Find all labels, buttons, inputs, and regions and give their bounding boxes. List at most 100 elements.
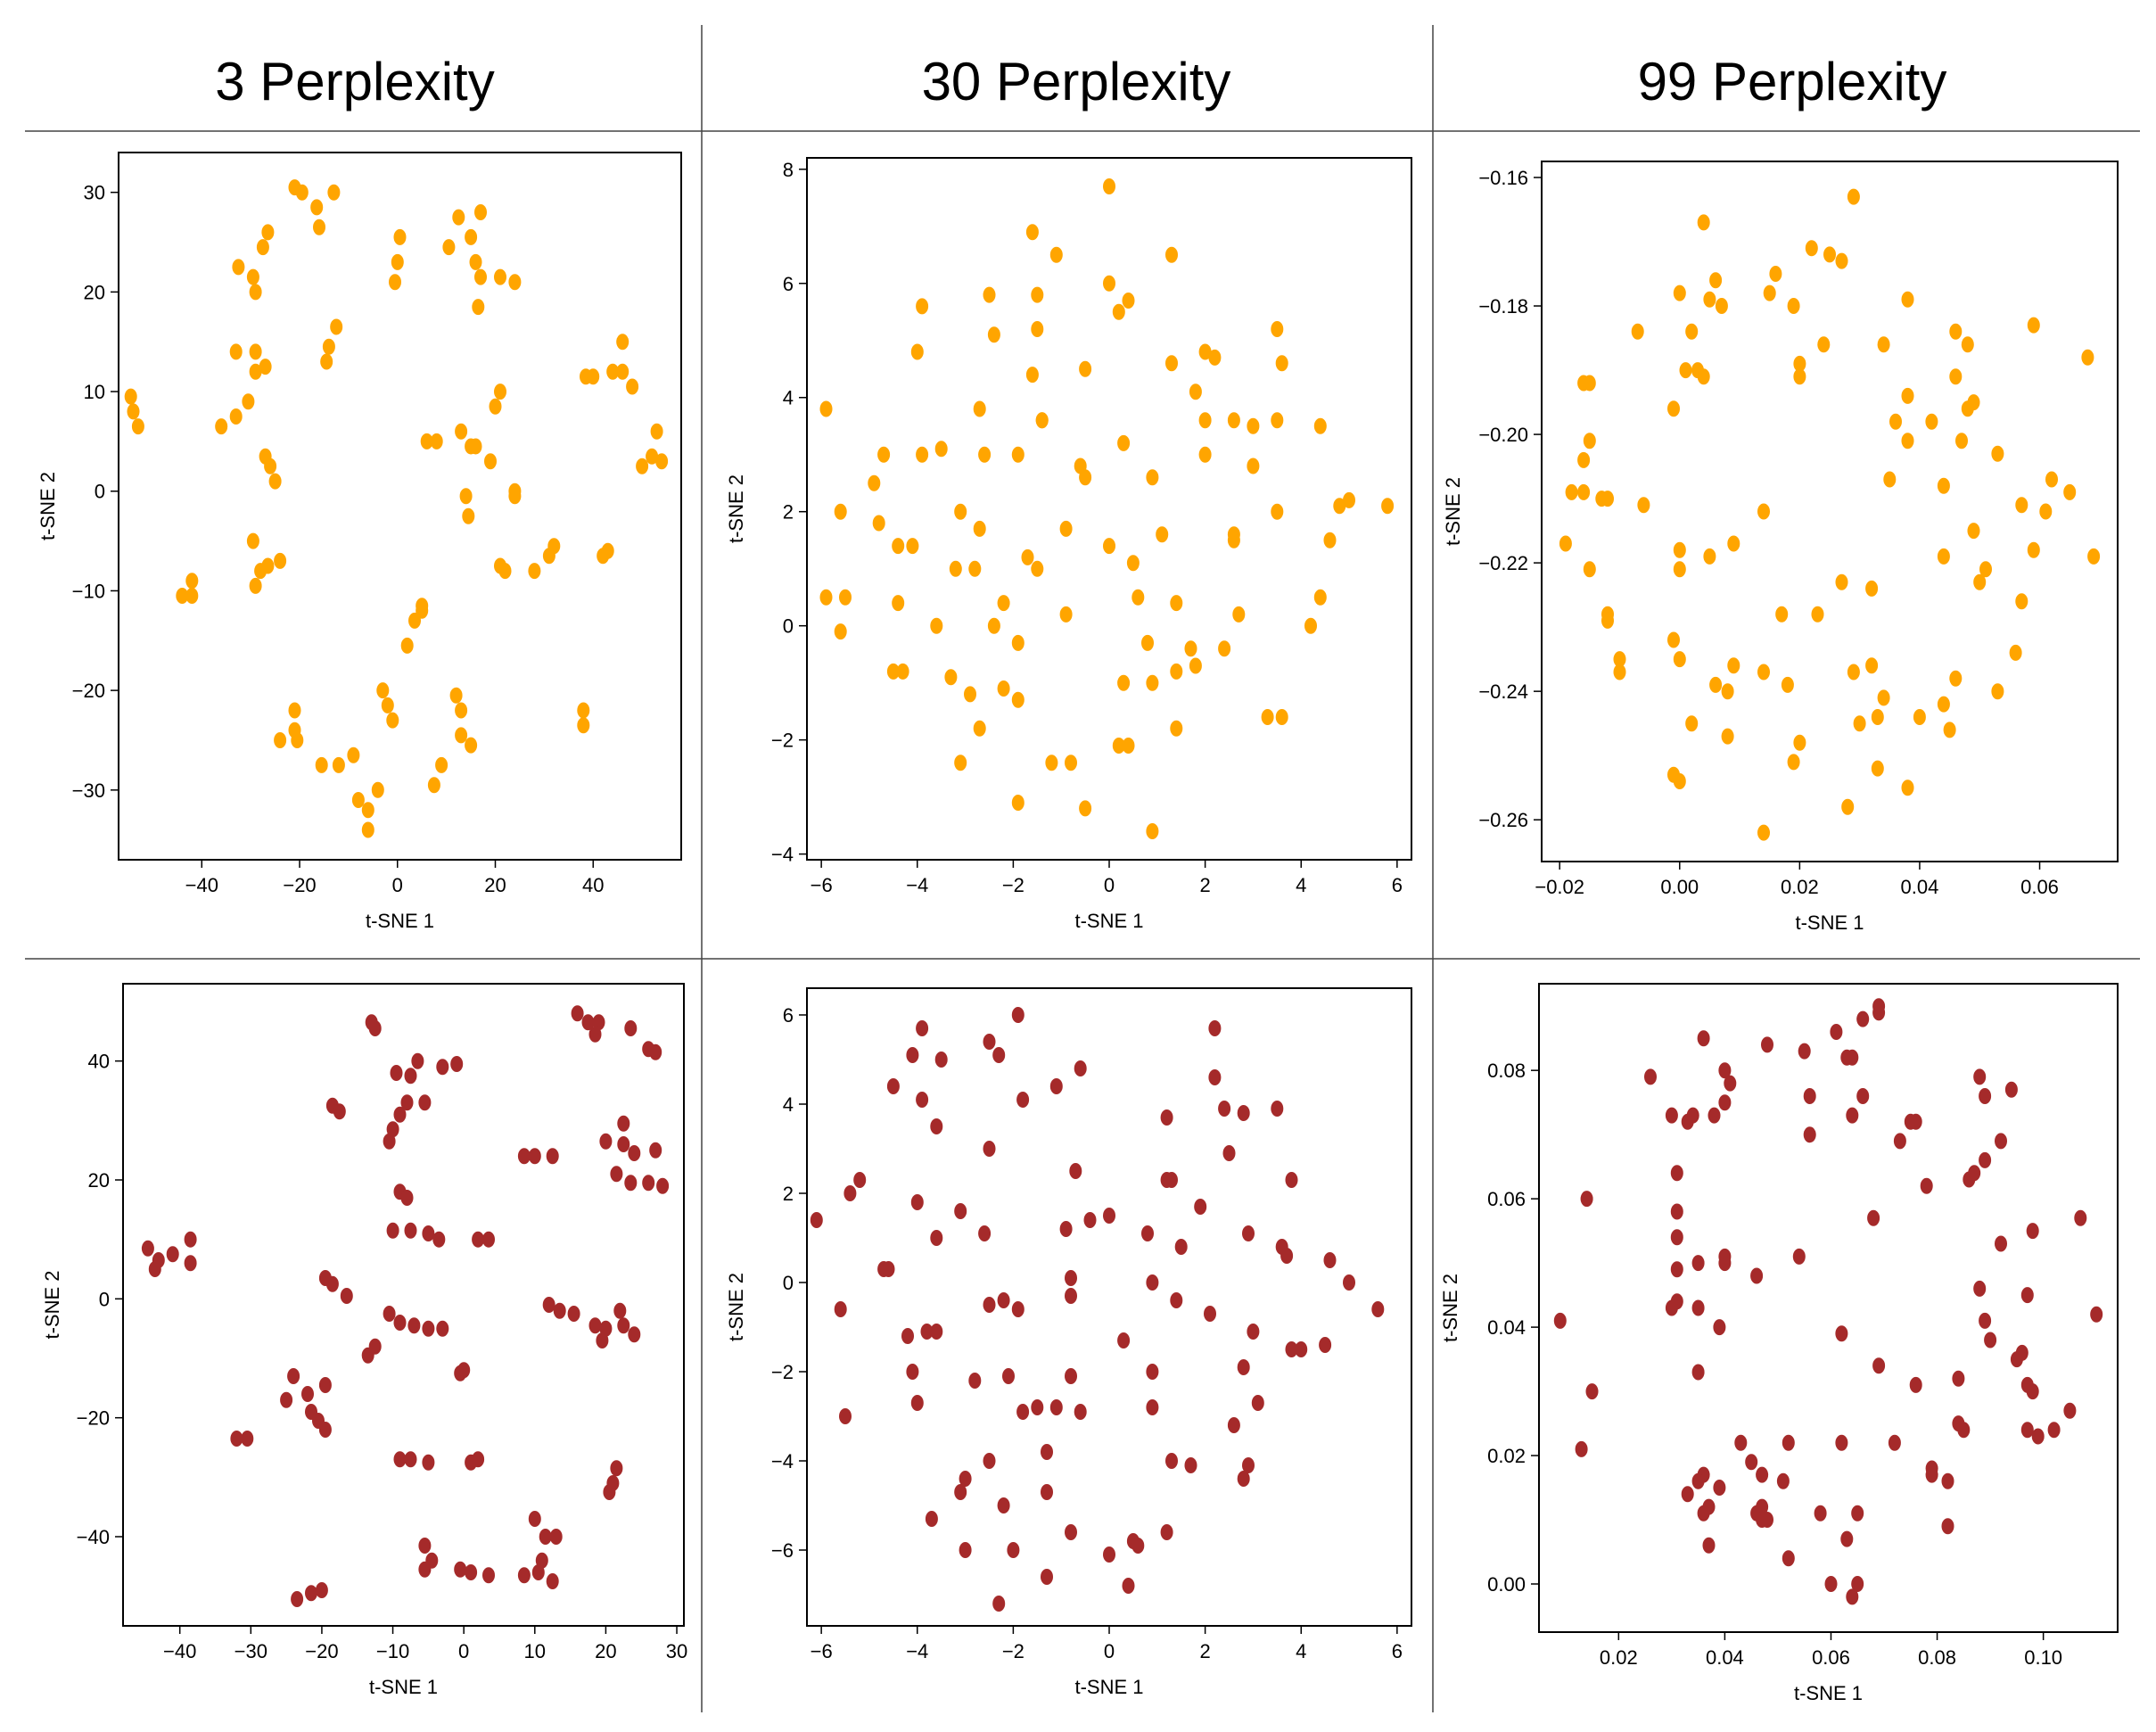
scatter-point bbox=[347, 746, 360, 763]
scatter-point bbox=[472, 1231, 485, 1248]
scatter-point bbox=[361, 821, 374, 838]
scatter-point bbox=[1697, 1505, 1710, 1522]
scatter-point bbox=[1851, 1576, 1864, 1592]
scatter-point bbox=[1867, 1209, 1880, 1226]
scatter-point bbox=[1792, 1248, 1806, 1265]
scatter-point bbox=[232, 259, 245, 276]
scatter-point bbox=[916, 298, 929, 315]
scatter-point bbox=[1718, 1248, 1732, 1265]
scatter-point bbox=[1251, 1395, 1264, 1411]
scatter-point bbox=[1782, 1550, 1795, 1567]
scatter-point bbox=[1323, 532, 1337, 548]
scatter-point bbox=[528, 1511, 541, 1527]
scatter-point bbox=[546, 1148, 559, 1165]
scatter-point bbox=[1805, 240, 1818, 257]
scatter-point bbox=[1198, 343, 1212, 360]
scatter-point bbox=[1937, 477, 1950, 494]
scatter-point bbox=[997, 595, 1010, 612]
scatter-point bbox=[1275, 355, 1288, 372]
scatter-point bbox=[567, 1306, 580, 1322]
scatter-point bbox=[2090, 1306, 2103, 1323]
scatter-point bbox=[973, 720, 986, 737]
scatter-point bbox=[1083, 1212, 1097, 1228]
scatter-point bbox=[1888, 1434, 1901, 1451]
scatter-point bbox=[925, 1511, 938, 1527]
scatter-point bbox=[1170, 1292, 1183, 1308]
y-tick-label: 10 bbox=[84, 381, 105, 403]
x-tick-label: −6 bbox=[811, 1640, 833, 1662]
scatter-point bbox=[886, 1078, 900, 1094]
scatter-point bbox=[482, 1567, 495, 1584]
scatter-point bbox=[636, 458, 649, 474]
y-tick-label: 0 bbox=[783, 1272, 794, 1294]
scatter-point bbox=[1381, 498, 1395, 515]
scatter-point bbox=[819, 400, 833, 417]
scatter-point bbox=[1208, 1020, 1222, 1036]
y-axis-title: t-SNE 2 bbox=[725, 1273, 747, 1341]
x-tick-label: 0.02 bbox=[1600, 1646, 1638, 1669]
scatter-point bbox=[655, 453, 669, 470]
scatter-point bbox=[1218, 1101, 1231, 1117]
scatter-point bbox=[1961, 336, 1974, 353]
y-tick-label: −30 bbox=[72, 779, 105, 802]
scatter-point bbox=[1856, 1010, 1870, 1027]
scatter-point bbox=[1319, 1337, 1332, 1353]
scatter-point bbox=[381, 697, 394, 713]
scatter-point bbox=[1937, 548, 1950, 565]
scatter-point bbox=[1011, 691, 1025, 708]
scatter-point bbox=[547, 538, 561, 555]
x-tick-label: −2 bbox=[1002, 874, 1025, 896]
scatter-point bbox=[1184, 640, 1197, 657]
scatter-point bbox=[1271, 412, 1284, 429]
scatter-point bbox=[454, 1561, 467, 1578]
scatter-point bbox=[1011, 795, 1025, 811]
x-axis-ticks: −40 −20 0 20 40 bbox=[185, 860, 604, 896]
y-tick-label: −10 bbox=[72, 580, 105, 602]
scatter-point bbox=[1333, 498, 1346, 515]
scatter-point bbox=[1065, 1288, 1077, 1304]
scatter-point bbox=[1957, 1422, 1971, 1439]
scatter-point bbox=[2004, 1081, 2018, 1098]
scatter-point bbox=[1877, 689, 1890, 706]
scatter-point bbox=[1673, 541, 1686, 558]
x-tick-label: 4 bbox=[1296, 874, 1306, 896]
scatter-point bbox=[1174, 1239, 1188, 1255]
x-tick-label: −2 bbox=[1002, 1640, 1025, 1662]
x-axis-ticks: −6 −4 −2 0 2 4 6 bbox=[811, 860, 1403, 896]
scatter-point bbox=[1721, 683, 1734, 700]
scatter-point bbox=[215, 418, 228, 435]
scatter-point bbox=[1979, 1088, 1992, 1104]
scatter-point bbox=[176, 588, 189, 604]
scatter-point bbox=[1237, 1105, 1250, 1121]
scatter-point bbox=[906, 1047, 919, 1063]
scatter-point bbox=[1275, 709, 1288, 725]
y-tick-label: 40 bbox=[88, 1051, 110, 1073]
scatter-point bbox=[517, 1567, 531, 1584]
scatter-point bbox=[1835, 252, 1848, 269]
scatter-point bbox=[930, 617, 943, 634]
scatter-point bbox=[313, 219, 325, 235]
scatter-point bbox=[494, 384, 506, 400]
scatter-point bbox=[1313, 417, 1327, 434]
scatter-points bbox=[124, 179, 669, 838]
scatter-point bbox=[1059, 1221, 1073, 1237]
scatter-point bbox=[1718, 1094, 1732, 1111]
scatter-point bbox=[2087, 548, 2101, 565]
x-axis-ticks: −40 −30 −20 −10 0 10 20 30 bbox=[163, 1626, 687, 1662]
scatter-point bbox=[1247, 458, 1260, 474]
scatter-point bbox=[1079, 360, 1092, 377]
scatter-point bbox=[1601, 612, 1614, 629]
scatter-points bbox=[819, 178, 1395, 839]
scatter-point bbox=[1198, 446, 1212, 463]
x-tick-label: 2 bbox=[1199, 1640, 1210, 1662]
scatter-point bbox=[1035, 412, 1049, 429]
scatter-point bbox=[166, 1246, 179, 1263]
scatter-point bbox=[404, 1451, 417, 1468]
y-tick-label: −0.24 bbox=[1478, 680, 1528, 703]
scatter-point bbox=[978, 1225, 992, 1241]
scatter-point bbox=[649, 1043, 662, 1060]
scatter-point bbox=[393, 228, 407, 245]
scatter-point bbox=[1131, 589, 1145, 606]
scatter-point bbox=[1122, 738, 1135, 754]
scatter-point bbox=[1031, 560, 1044, 577]
